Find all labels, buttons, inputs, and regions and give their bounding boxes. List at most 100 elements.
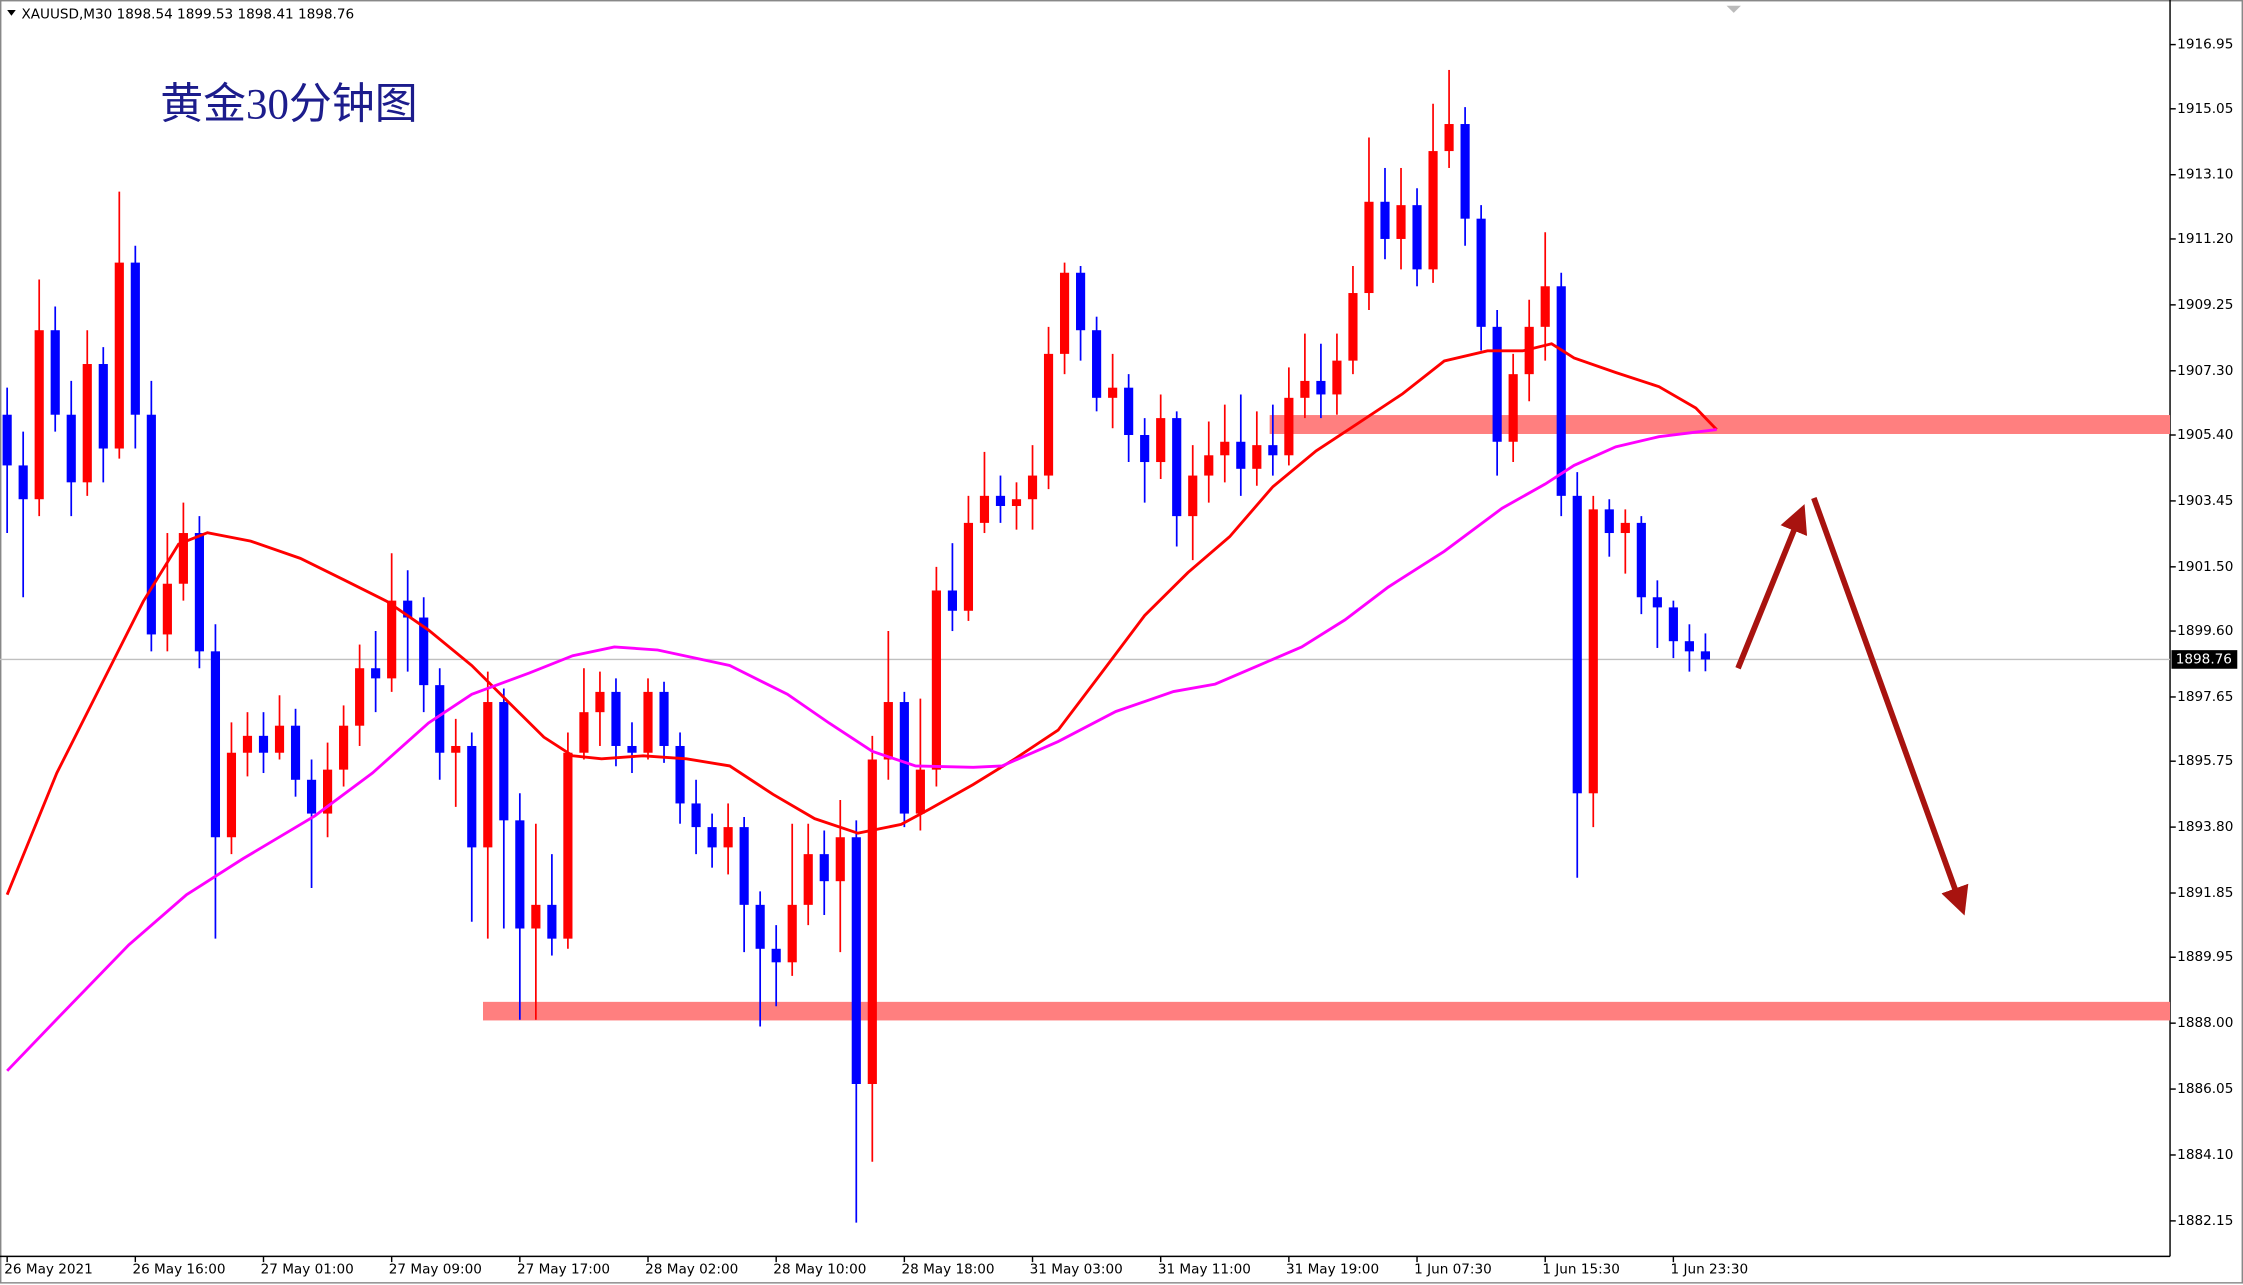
x-tick-label: 26 May 16:00	[132, 1261, 225, 1277]
candle-body	[403, 600, 413, 618]
candle-body	[194, 533, 204, 652]
candle-body	[1156, 418, 1166, 463]
candle-body	[899, 702, 909, 814]
candle-body	[130, 262, 140, 415]
candle-body	[306, 779, 317, 814]
y-tick-label: 1915.05	[2177, 101, 2233, 117]
candle-body	[1700, 651, 1711, 660]
candle-body	[323, 769, 333, 814]
candle-body	[1011, 499, 1022, 506]
candle-body	[18, 465, 28, 500]
arrow-up	[1735, 504, 1808, 670]
candle-body	[611, 691, 621, 746]
x-tick-label: 1 Jun 15:30	[1542, 1261, 1620, 1277]
candle-body	[675, 745, 685, 804]
y-tick-label: 1897.65	[2177, 689, 2233, 705]
candle-body	[1348, 293, 1358, 361]
candle-body	[963, 522, 974, 611]
candle-body	[1492, 326, 1502, 442]
y-tick-label: 1916.95	[2177, 37, 2233, 53]
x-tick-label: 31 May 19:00	[1286, 1261, 1379, 1277]
candle-body	[178, 533, 188, 584]
y-tick-label: 1911.20	[2177, 231, 2233, 247]
scroll-marker	[1726, 5, 1741, 13]
candle-body	[851, 837, 861, 1084]
chart-header: XAUUSD,M30 1898.54 1899.53 1898.41 1898.…	[21, 6, 354, 22]
candle-body	[146, 414, 156, 635]
candle-body	[1556, 286, 1566, 496]
candle-body	[803, 854, 813, 905]
candle-body	[1460, 124, 1470, 219]
x-tick-label: 26 May 2021	[4, 1261, 93, 1277]
candle-body	[1220, 441, 1230, 456]
candle-body	[98, 364, 108, 449]
candle-body	[1540, 286, 1550, 327]
candle-body	[867, 759, 877, 1084]
candle-body	[563, 752, 573, 939]
candle-body	[1604, 509, 1614, 534]
y-tick-label: 1895.75	[2177, 753, 2233, 769]
candle-body	[1572, 495, 1582, 794]
y-tick-label: 1882.15	[2177, 1213, 2233, 1229]
candle-body	[1636, 522, 1646, 598]
y-tick-label: 1886.05	[2177, 1081, 2233, 1097]
y-tick-label: 1907.30	[2177, 363, 2233, 379]
candle-body	[34, 330, 44, 500]
candle-body	[979, 495, 990, 523]
arrow-down	[1811, 497, 1969, 916]
candle-body	[1668, 607, 1678, 642]
candle-body	[1620, 522, 1630, 534]
x-tick-label: 27 May 09:00	[389, 1261, 482, 1277]
y-tick-label: 1913.10	[2177, 167, 2233, 183]
candle-body	[627, 745, 637, 753]
candle-body	[915, 769, 925, 814]
candle-body	[1188, 475, 1198, 517]
candle-body	[242, 735, 253, 753]
y-tick-label: 1905.40	[2177, 427, 2233, 443]
candle-body	[835, 837, 845, 882]
candle-body	[1684, 641, 1694, 652]
x-tick-label: 1 Jun 07:30	[1414, 1261, 1492, 1277]
x-tick-label: 31 May 11:00	[1158, 1261, 1251, 1277]
chart-title: 黄金30分钟图	[160, 81, 417, 129]
x-tick-label: 28 May 18:00	[901, 1261, 994, 1277]
candle-body	[531, 904, 541, 929]
candle-body	[819, 854, 829, 882]
header-icon	[7, 10, 16, 16]
candle-body	[1332, 360, 1342, 395]
candle-body	[547, 904, 557, 939]
candle-body	[771, 948, 781, 963]
x-tick-label: 27 May 17:00	[517, 1261, 610, 1277]
candle-body	[339, 725, 349, 770]
y-tick-label: 1889.95	[2177, 949, 2233, 965]
candle-body	[499, 702, 509, 821]
candle-body	[1124, 387, 1134, 436]
last-price-label: 1898.76	[2176, 651, 2232, 667]
y-tick-label: 1903.45	[2177, 493, 2233, 509]
moving-average-line	[6, 428, 1717, 1072]
candle-body	[739, 827, 749, 905]
candle-body	[210, 651, 221, 838]
candle-body	[723, 827, 733, 848]
candle-body	[1412, 205, 1422, 270]
candle-body	[435, 685, 445, 753]
candle-body	[1108, 387, 1118, 398]
plot-area	[0, 69, 2171, 1223]
candle-body	[1027, 475, 1038, 500]
y-tick-label: 1884.10	[2177, 1147, 2233, 1163]
candle-body	[82, 364, 92, 483]
candle-body	[1268, 445, 1278, 456]
candle-body	[1204, 455, 1214, 476]
candle-body	[1076, 272, 1086, 331]
candle-body	[2, 414, 12, 466]
price-zone	[482, 1001, 2171, 1021]
candle-body	[467, 745, 477, 848]
y-tick-label: 1901.50	[2177, 559, 2233, 575]
x-tick-label: 31 May 03:00	[1030, 1261, 1123, 1277]
candle-body	[419, 617, 429, 686]
last-price-box	[2171, 650, 2238, 669]
candle-body	[707, 827, 717, 848]
candle-body	[515, 820, 525, 929]
